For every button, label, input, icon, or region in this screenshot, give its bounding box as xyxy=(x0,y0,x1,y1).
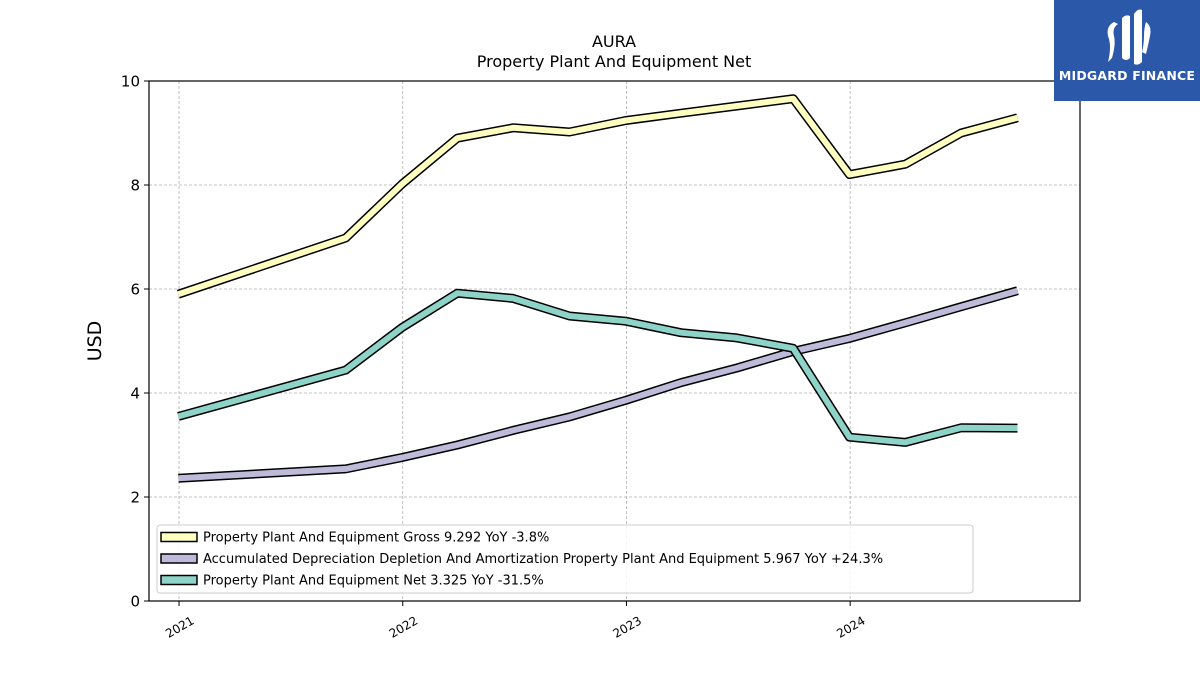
chart-subtitle: Property Plant And Equipment Net xyxy=(477,52,752,71)
x-axis: 2021 2022 2023 2024 xyxy=(163,601,868,641)
brand-name: MIDGARD FINANCE xyxy=(1058,68,1196,83)
legend: Property Plant And Equipment Gross 9.292… xyxy=(156,524,974,594)
series-lines xyxy=(176,94,1019,483)
y-tick-label: 8 xyxy=(130,177,140,195)
series-line-outline xyxy=(177,288,1018,447)
grid xyxy=(149,80,1080,602)
y-tick-label: 10 xyxy=(121,73,140,91)
brand-logo-icon xyxy=(1107,9,1151,65)
series-line xyxy=(177,95,1019,298)
plot-frame xyxy=(148,80,1081,602)
y-tick-label: 4 xyxy=(130,385,140,403)
chart-title: AURA xyxy=(592,32,636,51)
series-line xyxy=(177,290,1018,446)
y-tick-label: 0 xyxy=(130,593,140,611)
y-axis: 0 2 4 6 8 10 xyxy=(121,73,149,611)
legend-label: Property Plant And Equipment Net 3.325 Y… xyxy=(203,574,544,589)
legend-box xyxy=(156,524,974,594)
legend-swatch xyxy=(160,531,198,543)
x-tick-label: 2022 xyxy=(387,613,420,640)
x-tick-label: 2021 xyxy=(163,613,196,640)
y-axis-label: USD xyxy=(84,321,106,362)
y-tick-label: 6 xyxy=(130,281,140,299)
legend-swatch xyxy=(160,574,198,586)
x-tick-label: 2024 xyxy=(834,613,867,640)
legend-label: Property Plant And Equipment Gross 9.292… xyxy=(203,531,549,546)
brand-logo: MIDGARD FINANCE xyxy=(1054,0,1200,101)
x-tick-label: 2023 xyxy=(610,613,643,640)
y-tick-label: 2 xyxy=(130,489,140,507)
legend-label: Accumulated Depreciation Depletion And A… xyxy=(203,552,883,567)
series-line xyxy=(178,287,1019,482)
legend-swatch xyxy=(160,553,198,564)
